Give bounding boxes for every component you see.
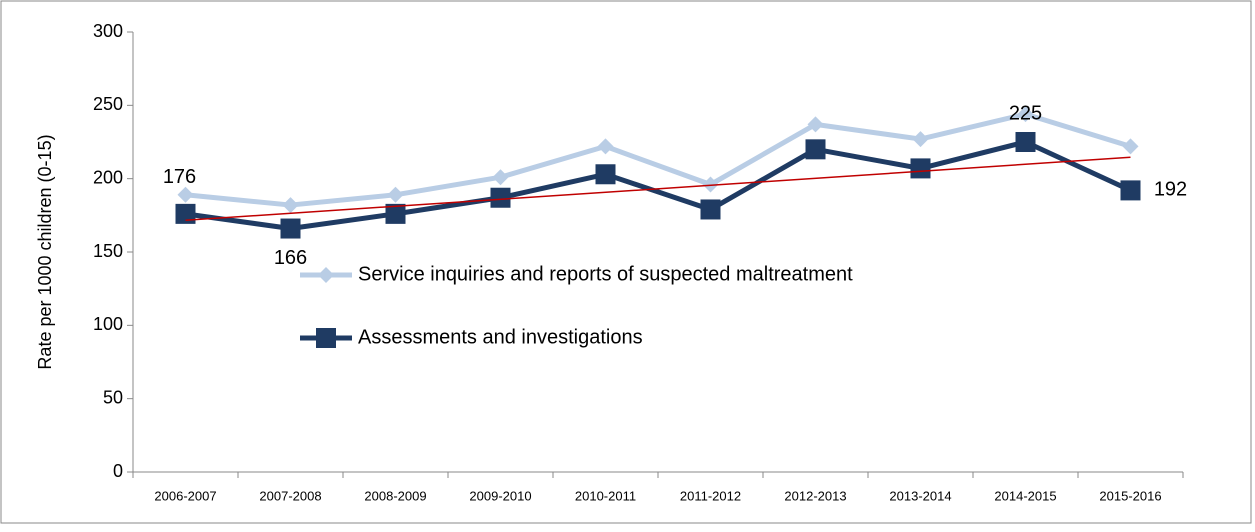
point <box>807 116 824 133</box>
point <box>595 164 616 185</box>
x-tick-label: 2014-2015 <box>994 488 1056 503</box>
y-tick-label: 50 <box>103 387 123 407</box>
trendline <box>185 156 1131 222</box>
point <box>385 203 406 224</box>
x-tick-label: 2011-2012 <box>680 488 741 503</box>
y-tick-label: 250 <box>93 94 123 114</box>
y-tick-label: 0 <box>113 461 123 481</box>
point <box>702 176 719 193</box>
y-axis-title: Rate per 1000 children (0-15) <box>35 134 55 369</box>
point <box>805 139 826 160</box>
y-tick-label: 150 <box>93 241 123 261</box>
series-line <box>185 111 1132 208</box>
x-tick-label: 2015-2016 <box>1099 488 1161 503</box>
point <box>1015 132 1036 152</box>
x-tick-label: 2013-2014 <box>889 488 951 503</box>
y-tick-label: 100 <box>93 314 123 334</box>
data-label: 176 <box>163 166 196 188</box>
x-tick-label: 2007-2008 <box>259 488 321 503</box>
point <box>1122 138 1139 155</box>
x-tick-label: 2008-2009 <box>364 488 426 503</box>
x-tick-label: 2006-2007 <box>154 488 216 503</box>
legend-marker <box>318 267 334 283</box>
point <box>175 203 196 224</box>
point <box>597 138 614 155</box>
point <box>1120 180 1141 201</box>
x-tick-label: 2010-2011 <box>575 488 636 503</box>
point <box>282 197 299 214</box>
data-label: 192 <box>1154 179 1187 201</box>
y-tick-label: 200 <box>93 167 123 187</box>
x-tick-label: 2009-2010 <box>469 488 531 503</box>
data-label: 166 <box>274 247 307 269</box>
point <box>910 158 931 179</box>
legend-label: Assessments and investigations <box>358 326 643 348</box>
series-line <box>185 139 1132 232</box>
point <box>912 131 929 148</box>
point <box>700 199 721 220</box>
point <box>492 169 509 186</box>
legend-marker <box>316 328 336 348</box>
point <box>280 218 301 239</box>
legend-label: Service inquiries and reports of suspect… <box>358 263 853 285</box>
data-label: 225 <box>1009 102 1042 124</box>
x-tick-label: 2012-2013 <box>784 488 846 503</box>
point <box>177 186 194 203</box>
point <box>490 187 511 208</box>
point <box>387 186 404 203</box>
y-tick-label: 300 <box>93 21 123 41</box>
point <box>1017 106 1034 123</box>
